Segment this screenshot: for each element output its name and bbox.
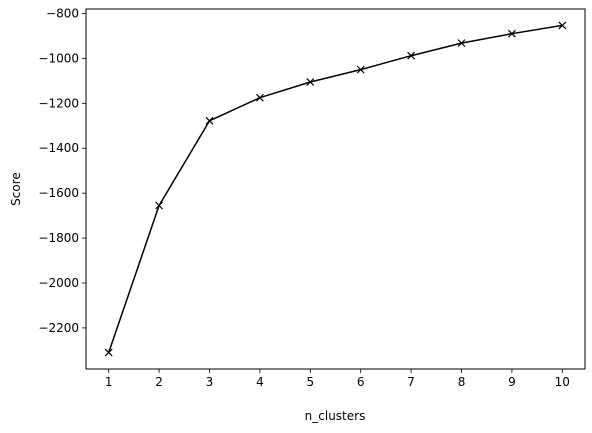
y-tick-label: −2000 bbox=[38, 276, 79, 290]
x-tick-label: 9 bbox=[508, 375, 516, 389]
x-tick-label: 3 bbox=[206, 375, 214, 389]
data-point-marker bbox=[104, 348, 113, 357]
x-axis-ticks: 1 2 3 4 5 6 7 8 9 10 bbox=[105, 369, 570, 389]
plot-background bbox=[86, 9, 585, 369]
x-tick-label: 1 bbox=[105, 375, 113, 389]
data-point-marker bbox=[558, 21, 567, 30]
x-tick-label: 10 bbox=[555, 375, 570, 389]
data-point-marker bbox=[457, 39, 466, 48]
y-axis-ticks: −2200 −2000 −1800 −1600 −1400 −1200 −1000 −800 bbox=[38, 6, 86, 335]
series-line bbox=[107, 24, 563, 353]
y-axis-label: Score bbox=[9, 172, 23, 206]
data-point-marker bbox=[507, 29, 516, 38]
x-tick-label: 5 bbox=[306, 375, 314, 389]
plot-frame bbox=[85, 8, 586, 370]
x-tick-label: 8 bbox=[458, 375, 466, 389]
data-point-marker bbox=[356, 65, 365, 74]
x-axis-label: n_clusters bbox=[305, 409, 366, 423]
y-tick-label: −1400 bbox=[38, 141, 79, 155]
y-tick-label: −1000 bbox=[38, 51, 79, 65]
y-tick-label: −1600 bbox=[38, 186, 79, 200]
data-markers bbox=[104, 21, 567, 357]
x-tick-label: 6 bbox=[357, 375, 365, 389]
y-tick-label: −800 bbox=[46, 6, 79, 20]
data-point-marker bbox=[255, 93, 264, 102]
x-tick-label: 7 bbox=[407, 375, 415, 389]
y-tick-label: −1800 bbox=[38, 231, 79, 245]
x-tick-label: 2 bbox=[155, 375, 163, 389]
data-point-marker bbox=[205, 116, 214, 125]
y-tick-label: −2200 bbox=[38, 321, 79, 335]
data-point-marker bbox=[306, 78, 315, 86]
x-tick-label: 4 bbox=[256, 375, 264, 389]
data-point-marker bbox=[155, 201, 164, 210]
data-point-marker bbox=[407, 51, 416, 60]
y-tick-label: −1200 bbox=[38, 96, 79, 110]
